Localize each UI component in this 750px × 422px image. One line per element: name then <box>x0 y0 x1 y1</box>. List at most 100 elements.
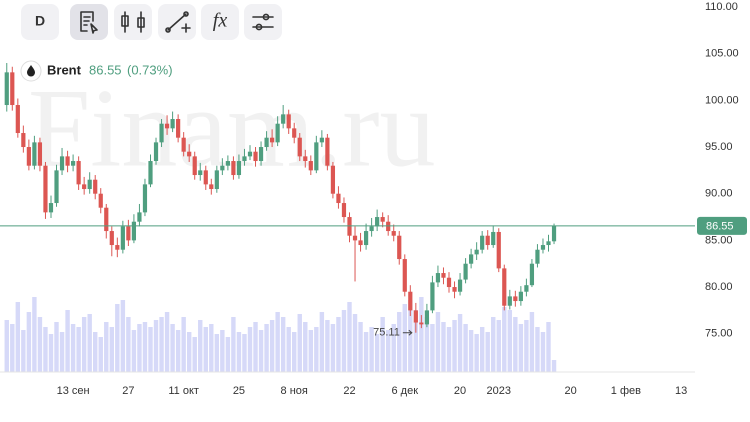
volume-bar <box>153 320 159 372</box>
line-tool-dot <box>183 11 189 17</box>
volume-bar <box>363 332 369 372</box>
y-tick-label: 100.00 <box>705 94 739 106</box>
volume-bar <box>198 320 203 372</box>
candle-body <box>198 170 203 176</box>
candle-body <box>170 119 175 129</box>
candle-body <box>457 279 463 292</box>
candle-body <box>247 151 253 157</box>
volume-bar <box>15 302 21 372</box>
volume-bar <box>325 320 330 372</box>
y-tick-label: 75.00 <box>705 328 733 340</box>
y-tick-label: 95.00 <box>705 141 733 153</box>
volume-bar <box>402 304 407 372</box>
volume-bar <box>424 317 430 372</box>
indicator-label: fx <box>213 10 228 32</box>
candle-body <box>408 291 413 311</box>
candle-body <box>104 207 109 232</box>
volume-bar <box>192 337 197 372</box>
candle-body <box>546 241 551 246</box>
candle-body <box>10 72 15 106</box>
volume-bar <box>341 310 347 372</box>
chart-type-icon <box>121 11 145 33</box>
volume-bar <box>540 332 546 372</box>
candle-body <box>297 137 302 157</box>
volume-bar <box>264 324 269 372</box>
x-tick-label: 11 окт <box>168 385 199 397</box>
candle-body <box>308 161 313 171</box>
volume-bar <box>397 312 402 372</box>
low-annotation-arrow <box>402 329 413 336</box>
volume-bar <box>485 332 490 372</box>
volume-bar <box>280 317 286 372</box>
candle-body <box>32 142 37 166</box>
y-tick-label: 90.00 <box>705 188 733 200</box>
x-tick-label: 2023 <box>487 385 511 397</box>
candle-body <box>352 235 358 241</box>
x-tick-label: 13 <box>675 385 687 397</box>
chart-type-button[interactable] <box>114 4 152 40</box>
candle-body <box>507 296 512 306</box>
volume-bar <box>413 310 419 372</box>
volume-bar <box>247 327 253 372</box>
candle-body <box>446 277 452 288</box>
volume-bar <box>419 297 424 372</box>
volume-bar <box>319 312 325 372</box>
volume-bar <box>120 300 126 372</box>
candle-body <box>137 212 142 222</box>
volume-bar <box>391 324 396 372</box>
volume-bar <box>209 324 214 372</box>
volume-bar <box>48 334 54 372</box>
candle-body <box>413 310 418 323</box>
candle-body <box>153 142 159 162</box>
candle-body <box>87 179 92 190</box>
candle-body <box>281 114 286 124</box>
candle-body <box>48 203 54 213</box>
volume-bar <box>529 312 535 372</box>
line-tool-dot <box>165 27 171 33</box>
draw-tool-button[interactable] <box>70 4 108 40</box>
volume-bar <box>502 307 507 372</box>
volume-bar <box>524 320 529 372</box>
low-annotation: 75.11 <box>373 327 400 339</box>
candle-body <box>192 156 197 176</box>
draw-tool-icon <box>80 11 98 34</box>
candle-body <box>181 137 186 152</box>
volume-bar <box>10 324 15 372</box>
y-tick-label: 85.00 <box>705 234 733 246</box>
indicator-button[interactable] <box>201 4 239 40</box>
settings-button[interactable] <box>244 4 282 40</box>
candle-body <box>37 142 43 166</box>
volume-bar <box>109 327 115 372</box>
candle-body <box>142 184 148 213</box>
volume-bar <box>76 327 81 372</box>
candle-body <box>242 156 247 162</box>
candle-body <box>485 235 490 246</box>
volume-bar <box>535 327 540 372</box>
volume-bar <box>175 330 181 372</box>
volume-bar <box>43 327 48 372</box>
line-tool-icon <box>167 13 191 33</box>
candle-body <box>292 128 297 138</box>
volume-bar <box>308 330 314 372</box>
candle-body <box>82 184 87 190</box>
candle-body <box>253 151 258 162</box>
candle-body <box>164 123 170 129</box>
volume-bar <box>131 330 137 372</box>
candle-body <box>76 161 81 185</box>
volume-bar <box>286 327 291 372</box>
volume-bar <box>518 324 524 372</box>
candle-body <box>93 179 98 194</box>
volume-bar <box>70 324 76 372</box>
x-tick-label: 27 <box>122 385 134 397</box>
candle-body <box>380 217 385 222</box>
interval-button[interactable] <box>21 4 59 40</box>
candle-body <box>54 170 59 204</box>
volume-bar <box>225 337 231 372</box>
volume-bar <box>98 337 103 372</box>
candle-body <box>502 268 507 306</box>
candle-body <box>529 263 535 286</box>
volume-bar <box>479 327 485 372</box>
volume-bar <box>115 304 120 372</box>
x-tick-label: 22 <box>343 385 355 397</box>
